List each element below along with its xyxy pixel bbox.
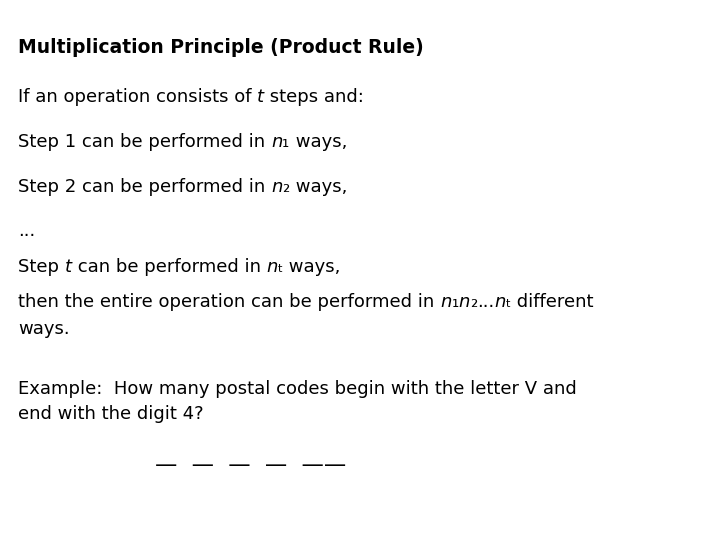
Text: n: n bbox=[495, 293, 506, 311]
Text: steps and:: steps and: bbox=[264, 88, 364, 106]
Text: ...: ... bbox=[18, 222, 35, 240]
Text: n: n bbox=[266, 258, 278, 276]
Text: ...: ... bbox=[477, 293, 495, 311]
Text: end with the digit 4?: end with the digit 4? bbox=[18, 405, 204, 423]
Text: different: different bbox=[511, 293, 593, 311]
Text: ways.: ways. bbox=[18, 320, 70, 338]
Text: Multiplication Principle (Product Rule): Multiplication Principle (Product Rule) bbox=[18, 38, 424, 57]
Text: If an operation consists of: If an operation consists of bbox=[18, 88, 257, 106]
Text: ₜ: ₜ bbox=[506, 293, 511, 311]
Text: t: t bbox=[65, 258, 72, 276]
Text: ways,: ways, bbox=[289, 133, 347, 151]
Text: t: t bbox=[257, 88, 264, 106]
Text: ₂: ₂ bbox=[470, 293, 477, 311]
Text: ₁: ₁ bbox=[282, 133, 289, 151]
Text: Example:  How many postal codes begin with the letter V and: Example: How many postal codes begin wit… bbox=[18, 380, 577, 398]
Text: Step 2 can be performed in: Step 2 can be performed in bbox=[18, 178, 271, 196]
Text: ways,: ways, bbox=[283, 258, 341, 276]
Text: ₂: ₂ bbox=[282, 178, 289, 196]
Text: ₜ: ₜ bbox=[278, 258, 283, 276]
Text: ₁: ₁ bbox=[451, 293, 459, 311]
Text: n: n bbox=[271, 133, 282, 151]
Text: ways,: ways, bbox=[289, 178, 347, 196]
Text: then the entire operation can be performed in: then the entire operation can be perform… bbox=[18, 293, 440, 311]
Text: n: n bbox=[440, 293, 451, 311]
Text: Step: Step bbox=[18, 258, 65, 276]
Text: n: n bbox=[271, 178, 282, 196]
Text: —  —  —  —  ——: — — — — —— bbox=[155, 455, 346, 475]
Text: can be performed in: can be performed in bbox=[72, 258, 266, 276]
Text: n: n bbox=[459, 293, 470, 311]
Text: Step 1 can be performed in: Step 1 can be performed in bbox=[18, 133, 271, 151]
